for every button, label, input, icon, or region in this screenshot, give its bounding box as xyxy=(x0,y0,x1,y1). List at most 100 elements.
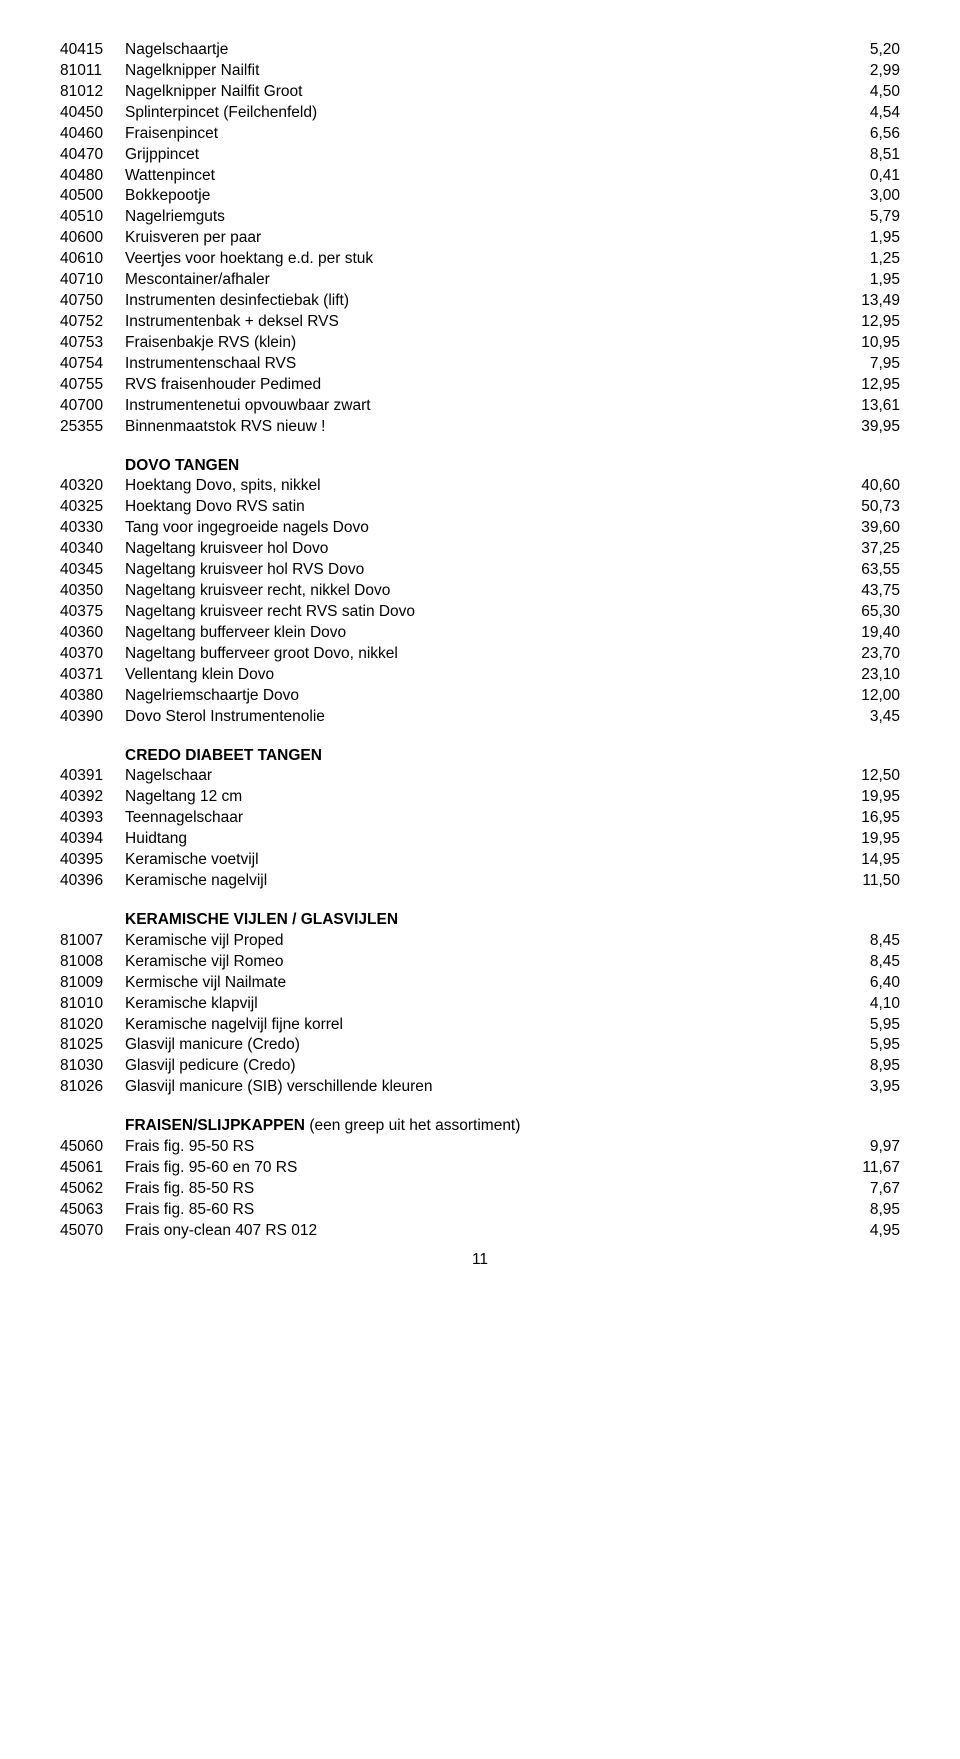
item-price: 14,95 xyxy=(825,850,900,871)
item-price: 11,67 xyxy=(825,1158,900,1179)
price-row: 25355Binnenmaatstok RVS nieuw !39,95 xyxy=(60,417,900,438)
price-row: 40600Kruisveren per paar1,95 xyxy=(60,228,900,249)
item-description: Keramische vijl Romeo xyxy=(125,952,825,973)
price-row: 40460Fraisenpincet6,56 xyxy=(60,124,900,145)
price-row: 81009Kermische vijl Nailmate6,40 xyxy=(60,973,900,994)
item-price: 5,95 xyxy=(825,1015,900,1036)
item-description: Nagelschaar xyxy=(125,766,825,787)
item-description: Keramische nagelvijl fijne korrel xyxy=(125,1015,825,1036)
item-code: 40380 xyxy=(60,686,125,707)
section-title: CREDO DIABEET TANGEN xyxy=(125,746,900,767)
item-price: 13,61 xyxy=(825,396,900,417)
price-row: 81008Keramische vijl Romeo8,45 xyxy=(60,952,900,973)
item-code: 40750 xyxy=(60,291,125,312)
item-price: 5,95 xyxy=(825,1035,900,1056)
price-row: 40360Nageltang bufferveer klein Dovo19,4… xyxy=(60,623,900,644)
item-description: Hoektang Dovo RVS satin xyxy=(125,497,825,518)
item-price: 5,20 xyxy=(825,40,900,61)
item-description: Veertjes voor hoektang e.d. per stuk xyxy=(125,249,825,270)
item-price: 4,95 xyxy=(825,1221,900,1242)
item-description: Fraisenpincet xyxy=(125,124,825,145)
item-code: 81010 xyxy=(60,994,125,1015)
price-row: 81012Nagelknipper Nailfit Groot4,50 xyxy=(60,82,900,103)
item-description: Nageltang kruisveer hol Dovo xyxy=(125,539,825,560)
price-row: 81010Keramische klapvijl4,10 xyxy=(60,994,900,1015)
item-price: 23,10 xyxy=(825,665,900,686)
section-title: KERAMISCHE VIJLEN / GLASVIJLEN xyxy=(125,910,900,931)
item-price: 1,95 xyxy=(825,228,900,249)
item-description: Keramische nagelvijl xyxy=(125,871,825,892)
item-price: 4,50 xyxy=(825,82,900,103)
item-price: 40,60 xyxy=(825,476,900,497)
item-description: Glasvijl manicure (SIB) verschillende kl… xyxy=(125,1077,825,1098)
item-description: RVS fraisenhouder Pedimed xyxy=(125,375,825,396)
price-row: 40500Bokkepootje3,00 xyxy=(60,186,900,207)
item-description: Instrumentenbak + deksel RVS xyxy=(125,312,825,333)
item-code: 40450 xyxy=(60,103,125,124)
item-description: Mescontainer/afhaler xyxy=(125,270,825,291)
item-price: 7,67 xyxy=(825,1179,900,1200)
price-row: 81025Glasvijl manicure (Credo)5,95 xyxy=(60,1035,900,1056)
item-description: Bokkepootje xyxy=(125,186,825,207)
section-header-row: KERAMISCHE VIJLEN / GLASVIJLEN xyxy=(60,910,900,931)
item-price: 12,00 xyxy=(825,686,900,707)
item-price: 12,95 xyxy=(825,312,900,333)
item-description: Hoektang Dovo, spits, nikkel xyxy=(125,476,825,497)
item-price: 63,55 xyxy=(825,560,900,581)
item-code: 25355 xyxy=(60,417,125,438)
item-description: Instrumentenschaal RVS xyxy=(125,354,825,375)
item-description: Huidtang xyxy=(125,829,825,850)
item-price: 19,95 xyxy=(825,829,900,850)
item-description: Fraisenbakje RVS (klein) xyxy=(125,333,825,354)
item-code: 40500 xyxy=(60,186,125,207)
item-code: 40391 xyxy=(60,766,125,787)
price-row: 45063Frais fig. 85-60 RS8,95 xyxy=(60,1200,900,1221)
price-row: 40700Instrumentenetui opvouwbaar zwart13… xyxy=(60,396,900,417)
item-price: 11,50 xyxy=(825,871,900,892)
item-description: Nagelknipper Nailfit Groot xyxy=(125,82,825,103)
page-number: 11 xyxy=(60,1250,900,1271)
price-list: 40415Nagelschaartje5,2081011Nagelknipper… xyxy=(60,40,900,1242)
item-code: 40754 xyxy=(60,354,125,375)
price-row: 40392Nageltang 12 cm19,95 xyxy=(60,787,900,808)
price-row: 40752Instrumentenbak + deksel RVS12,95 xyxy=(60,312,900,333)
item-code: 40325 xyxy=(60,497,125,518)
item-price: 6,40 xyxy=(825,973,900,994)
item-code: 40755 xyxy=(60,375,125,396)
item-description: Binnenmaatstok RVS nieuw ! xyxy=(125,417,825,438)
item-code: 40700 xyxy=(60,396,125,417)
section-title-bold: FRAISEN/SLIJPKAPPEN xyxy=(125,1117,305,1134)
item-price: 12,95 xyxy=(825,375,900,396)
price-row: 40394Huidtang19,95 xyxy=(60,829,900,850)
item-description: Nageltang kruisveer recht RVS satin Dovo xyxy=(125,602,825,623)
item-code: 40753 xyxy=(60,333,125,354)
price-row: 45061Frais fig. 95-60 en 70 RS11,67 xyxy=(60,1158,900,1179)
item-description: Keramische klapvijl xyxy=(125,994,825,1015)
item-code: 45063 xyxy=(60,1200,125,1221)
price-row: 40371Vellentang klein Dovo23,10 xyxy=(60,665,900,686)
item-price: 3,00 xyxy=(825,186,900,207)
item-description: Nageltang kruisveer recht, nikkel Dovo xyxy=(125,581,825,602)
section-title-suffix: (een greep uit het assortiment) xyxy=(305,1117,520,1134)
item-description: Nageltang bufferveer klein Dovo xyxy=(125,623,825,644)
price-row: 40330Tang voor ingegroeide nagels Dovo39… xyxy=(60,518,900,539)
item-price: 2,99 xyxy=(825,61,900,82)
price-row: 40754Instrumentenschaal RVS7,95 xyxy=(60,354,900,375)
item-code: 40370 xyxy=(60,644,125,665)
item-description: Instrumentenetui opvouwbaar zwart xyxy=(125,396,825,417)
price-row: 40375Nageltang kruisveer recht RVS satin… xyxy=(60,602,900,623)
price-row: 40380Nagelriemschaartje Dovo12,00 xyxy=(60,686,900,707)
item-price: 7,95 xyxy=(825,354,900,375)
item-price: 43,75 xyxy=(825,581,900,602)
section-header-row: DOVO TANGEN xyxy=(60,456,900,477)
item-price: 4,10 xyxy=(825,994,900,1015)
item-description: Frais fig. 85-60 RS xyxy=(125,1200,825,1221)
item-code: 81030 xyxy=(60,1056,125,1077)
item-code: 40480 xyxy=(60,166,125,187)
price-row: 40470Grijppincet8,51 xyxy=(60,145,900,166)
item-description: Dovo Sterol Instrumentenolie xyxy=(125,707,825,728)
item-code: 81020 xyxy=(60,1015,125,1036)
item-price: 16,95 xyxy=(825,808,900,829)
section-title-bold: DOVO TANGEN xyxy=(125,457,239,474)
item-description: Tang voor ingegroeide nagels Dovo xyxy=(125,518,825,539)
